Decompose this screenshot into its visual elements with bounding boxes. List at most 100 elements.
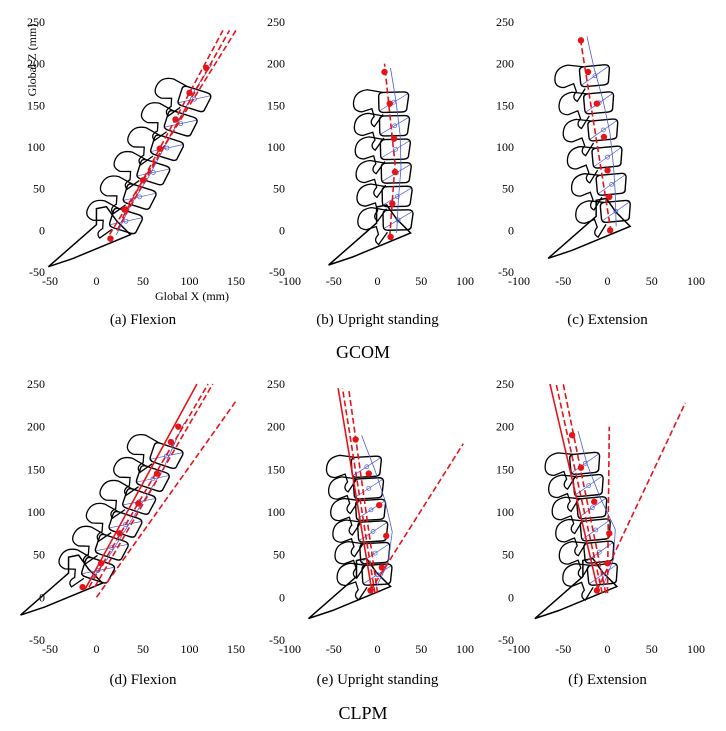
vertebra <box>562 562 618 601</box>
z-axis-label: Global Z (mm) <box>25 24 39 97</box>
posterior-process <box>551 496 584 535</box>
y-tick-label: 200 <box>267 420 285 434</box>
y-tick-label: 250 <box>27 15 45 29</box>
y-tick-label: 50 <box>33 548 45 562</box>
body-diagonal <box>379 93 408 111</box>
body-diagonal <box>136 475 169 483</box>
x-tick-label: -50 <box>326 274 342 288</box>
fit-line <box>549 383 600 594</box>
vertebra <box>355 159 412 199</box>
centroid-point <box>604 167 611 174</box>
y-tick-label: -50 <box>269 265 285 279</box>
y-tick-label: 150 <box>27 98 45 112</box>
centroid-point <box>568 432 576 439</box>
posterior-process <box>570 173 603 211</box>
vertebra <box>336 562 393 601</box>
posterior-process <box>562 118 595 157</box>
body-diagonal <box>594 147 621 167</box>
vertebra <box>566 145 623 184</box>
centroid-point <box>376 501 383 509</box>
centroid-point <box>381 68 388 76</box>
x-tick-label: -100 <box>508 642 530 656</box>
x-axis-label: Global X (mm) <box>155 289 229 303</box>
fit-line <box>93 383 214 588</box>
body-center-marker <box>605 154 610 160</box>
body-diagonal <box>598 174 626 194</box>
x-tick-label: -50 <box>42 274 58 288</box>
body-diagonal <box>137 168 170 177</box>
centroid-point <box>365 470 372 477</box>
posterior-process <box>354 136 386 175</box>
centroid-point <box>153 470 161 477</box>
centroid-point <box>386 100 393 107</box>
vertebra <box>140 102 198 142</box>
body-center-marker <box>600 127 606 133</box>
centroid-point <box>135 500 142 507</box>
x-tick-label: 100 <box>687 274 705 288</box>
x-tick-label: 0 <box>94 274 100 288</box>
y-tick-label: 200 <box>496 420 514 434</box>
y-tick-label: 200 <box>496 57 514 71</box>
vertebra <box>354 136 412 175</box>
vertebra <box>99 479 157 520</box>
x-tick-label: 0 <box>94 642 100 656</box>
fit-line <box>116 29 231 231</box>
posterior-process <box>562 563 594 601</box>
fit-line <box>579 36 612 233</box>
vertebra <box>357 206 414 246</box>
centroid-point <box>367 587 374 594</box>
x-tick-label: 0 <box>605 642 611 656</box>
body-diagonal <box>582 520 610 540</box>
y-tick-label: 100 <box>496 140 514 154</box>
posterior-process <box>127 126 160 166</box>
x-tick-label: 50 <box>646 642 658 656</box>
centroid-point <box>577 37 585 44</box>
centroid-point <box>593 587 601 594</box>
centroid-point <box>391 168 399 176</box>
x-tick-label: 100 <box>687 642 705 656</box>
panel-caption: (c) Extension <box>567 312 648 328</box>
vertebra <box>562 118 619 157</box>
fit-line <box>596 402 687 591</box>
body-center-marker <box>192 96 197 102</box>
posterior-process <box>555 518 587 557</box>
fit-line <box>95 400 237 598</box>
aux-axis-line <box>390 67 402 234</box>
panel-caption: (e) Upright standing <box>317 672 439 688</box>
body-center-marker <box>393 146 398 152</box>
posterior-process <box>58 548 92 588</box>
fit-line <box>606 426 611 594</box>
fit-line <box>341 388 376 594</box>
vertebra <box>554 64 611 103</box>
sacrum-outline <box>547 197 632 260</box>
y-tick-label: 250 <box>496 377 514 391</box>
vertebra <box>352 89 410 128</box>
vertebra <box>325 454 383 493</box>
x-tick-label: 0 <box>375 642 381 656</box>
y-tick-label: -50 <box>498 265 514 279</box>
centroid-point <box>116 530 123 537</box>
y-tick-label: 200 <box>27 57 45 71</box>
posterior-process <box>353 112 385 152</box>
centroid-point <box>167 438 175 446</box>
centroid-point <box>383 532 390 540</box>
y-tick-label: 50 <box>33 182 45 196</box>
centroid-point <box>591 498 598 505</box>
y-tick-label: 250 <box>27 377 45 391</box>
posterior-process <box>126 433 160 474</box>
y-tick-label: 100 <box>496 505 514 519</box>
y-tick-label: 150 <box>496 462 514 476</box>
body-diagonal <box>359 522 387 541</box>
posterior-process <box>140 102 174 142</box>
posterior-process <box>336 562 368 601</box>
x-tick-label: -100 <box>279 274 301 288</box>
fit-line <box>369 443 464 591</box>
x-tick-label: 50 <box>646 274 658 288</box>
body-center-marker <box>593 527 599 533</box>
posterior-process <box>566 145 599 184</box>
y-tick-label: -50 <box>29 265 45 279</box>
centroid-point <box>186 89 193 97</box>
